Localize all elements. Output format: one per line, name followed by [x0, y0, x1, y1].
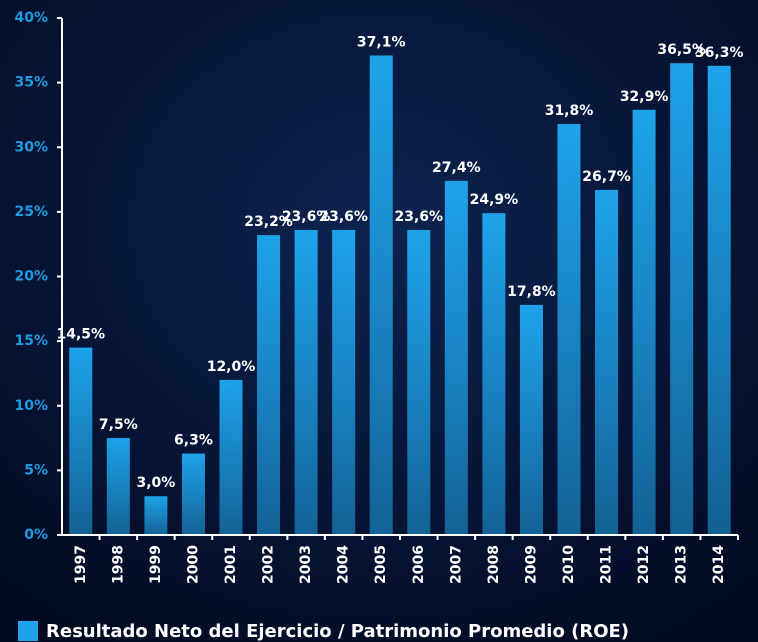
x-tick-label: 2012 [636, 545, 652, 584]
value-label: 17,8% [507, 284, 556, 300]
y-tick-label: 20% [14, 269, 48, 285]
bar [181, 453, 205, 535]
y-tick-label: 15% [14, 333, 48, 349]
x-tick-label: 2010 [561, 545, 577, 584]
x-tick-label: 2002 [261, 545, 277, 584]
x-tick-label: 2000 [185, 545, 201, 584]
y-tick-label: 40% [14, 10, 48, 26]
bar [257, 235, 281, 535]
x-tick-label: 2004 [336, 545, 352, 584]
value-label: 14,5% [56, 327, 105, 343]
legend-label: Resultado Neto del Ejercicio / Patrimoni… [46, 621, 629, 642]
bar [482, 213, 506, 536]
y-tick-label: 35% [14, 75, 48, 91]
x-tick-label: 2008 [486, 545, 502, 584]
y-tick-label: 30% [14, 139, 48, 155]
bar [444, 180, 468, 536]
bar [69, 347, 93, 535]
y-tick-label: 10% [14, 398, 48, 414]
value-label: 27,4% [432, 160, 481, 176]
bar [219, 379, 243, 535]
x-tick-label: 2005 [373, 545, 389, 584]
bar [106, 438, 130, 535]
x-tick-label: 1997 [73, 545, 89, 584]
bar [144, 496, 168, 535]
bar [407, 229, 431, 535]
value-label: 23,6% [282, 209, 331, 225]
x-tick-label: 1998 [110, 545, 126, 584]
x-tick-label: 2001 [223, 545, 239, 584]
value-label: 36,5% [657, 42, 706, 58]
bar [670, 63, 694, 536]
x-tick-label: 2013 [674, 545, 690, 584]
value-label: 31,8% [545, 103, 594, 119]
x-tick-label: 2003 [298, 545, 314, 584]
value-label: 23,6% [394, 209, 443, 225]
value-label: 12,0% [207, 359, 256, 375]
bar [707, 65, 731, 535]
x-tick-label: 2011 [599, 545, 615, 584]
bar [632, 109, 656, 535]
x-tick-label: 2014 [711, 545, 727, 584]
x-tick-label: 2009 [523, 545, 539, 584]
x-tick-label: 1999 [148, 545, 164, 584]
value-label: 36,3% [695, 45, 744, 61]
value-label: 6,3% [174, 433, 213, 449]
y-tick-label: 25% [14, 204, 48, 220]
y-tick-label: 0% [24, 527, 48, 543]
bar [595, 189, 619, 535]
x-tick-label: 2007 [448, 545, 464, 584]
bar [557, 123, 581, 536]
bar [369, 55, 393, 536]
legend-swatch [18, 621, 38, 641]
value-label: 23,6% [319, 209, 368, 225]
value-label: 24,9% [470, 192, 519, 208]
value-label: 26,7% [582, 169, 631, 185]
bar [332, 229, 356, 535]
value-label: 23,2% [244, 214, 293, 230]
value-label: 7,5% [99, 417, 138, 433]
y-tick-label: 5% [24, 462, 48, 478]
value-label: 3,0% [136, 475, 175, 491]
value-label: 32,9% [620, 89, 669, 105]
bar [294, 229, 318, 535]
bar [519, 304, 543, 535]
x-tick-label: 2006 [411, 545, 427, 584]
value-label: 37,1% [357, 34, 406, 50]
